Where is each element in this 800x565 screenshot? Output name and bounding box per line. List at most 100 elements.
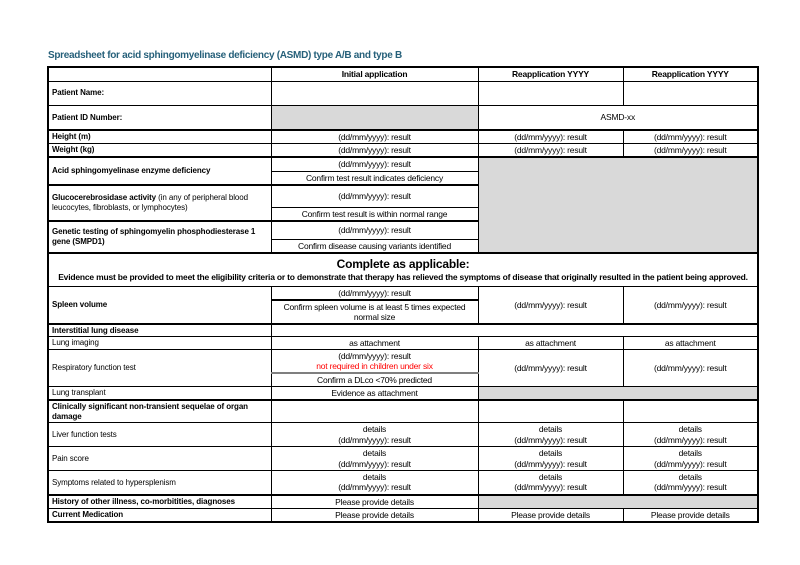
respiratory-label: Respiratory function test [47,349,272,388]
pain-initial-details: details [362,448,387,459]
hypersplenism-label: Symptoms related to hypersplenism [47,470,272,495]
patient-name-label: Patient Name: [47,80,272,106]
glucocerebrosidase-confirm-cell: Confirm test result is within normal ran… [270,206,479,222]
patient-name-reapp1-cell [477,80,624,106]
pain-reapp1-cell: details (dd/mm/yyyy): result [477,446,624,471]
header-row: Initial application Reapplication YYYY R… [47,66,759,82]
respiratory-confirm-cell: Confirm a DLco <70% predicted [270,372,479,388]
row-medication: Current Medication Please provide detail… [47,507,759,523]
header-empty-cell [47,66,272,82]
pain-label: Pain score [47,446,272,471]
spleen-confirm-cell: Confirm spleen volume is at least 5 time… [270,298,479,325]
medication-initial-cell: Please provide details [270,507,479,523]
page-title: Spreadsheet for acid sphingomyelinase de… [48,50,402,61]
liver-reapp1-details: details [538,424,563,435]
row-lung-transplant: Lung transplant Evidence as attachment [47,386,759,401]
pain-reapp1-details: details [538,448,563,459]
row-respiratory-date: Respiratory function test (dd/mm/yyyy): … [47,349,759,388]
interstitial-empty-cell [270,322,759,338]
patient-name-initial-cell [270,80,479,106]
row-height: Height (m) (dd/mm/yyyy): result (dd/mm/y… [47,129,759,144]
respiratory-reapp2-cell: (dd/mm/yyyy): result [622,349,759,388]
medication-label: Current Medication [47,507,272,523]
sequelae-initial-cell [270,399,479,424]
lung-transplant-reapp-shaded-cell [477,386,759,401]
pain-reapp2-cell: details (dd/mm/yyyy): result [622,446,759,471]
lung-imaging-label: Lung imaging [47,336,272,351]
hypersplenism-reapp1-cell: details (dd/mm/yyyy): result [477,470,624,495]
hypersplenism-reapp2-details: details [678,472,702,483]
respiratory-warning-text: not required in children under six [316,361,433,372]
asmd-spreadsheet-table: Initial application Reapplication YYYY R… [47,66,759,523]
row-interstitial: Interstitial lung disease [47,322,759,338]
row-glucocerebrosidase-date: Glucocerebrosidase activity (in any of p… [47,184,758,222]
complete-section-heading: Complete as applicable: [336,257,470,272]
liver-reapp1-date: (dd/mm/yyyy): result [514,434,587,445]
row-asmd-enzyme-date: Acid sphingomyelinase enzyme deficiency … [47,156,759,254]
complete-section-cell: Complete as applicable: Evidence must be… [47,252,759,287]
liver-initial-details: details [362,424,387,435]
glucocerebrosidase-date-cell: (dd/mm/yyyy): result [270,184,479,208]
weight-label: Weight (kg) [47,143,272,158]
hypersplenism-initial-date: (dd/mm/yyyy): result [338,482,411,493]
liver-initial-date: (dd/mm/yyyy): result [338,434,411,445]
hypersplenism-reapp1-details: details [538,472,563,483]
pain-initial-date: (dd/mm/yyyy): result [338,458,411,469]
medication-reapp1-cell: Please provide details [477,507,624,523]
patient-id-initial-cell [270,104,479,131]
hypersplenism-initial-cell: details (dd/mm/yyyy): result [270,470,479,495]
patient-id-label: Patient ID Number: [47,104,272,131]
row-liver: Liver function tests details (dd/mm/yyyy… [47,422,759,447]
patient-id-value-cell: ASMD-xx [477,104,759,131]
respiratory-reapp1-cell: (dd/mm/yyyy): result [477,349,624,388]
history-reapp-shaded-cell [477,493,759,509]
lung-transplant-label: Lung transplant [47,386,272,401]
height-reapp1-cell: (dd/mm/yyyy): result [477,129,624,144]
pain-initial-cell: details (dd/mm/yyyy): result [270,446,479,471]
weight-reapp1-cell: (dd/mm/yyyy): result [477,143,624,158]
glucocerebrosidase-label-note: (in any of peripheral blood leucocytes, … [52,193,248,212]
header-reapplication-2: Reapplication YYYY [622,66,759,82]
row-spleen-confirm: Confirm spleen volume is at least 5 time… [48,298,758,325]
complete-section-note: Evidence must be provided to meet the el… [58,271,748,282]
respiratory-date-result: (dd/mm/yyyy): result [338,351,411,362]
spleen-reapp2-cell: (dd/mm/yyyy): result [622,285,759,325]
lung-imaging-reapp2-cell: as attachment [622,336,759,351]
row-patient-id: Patient ID Number: ASMD-xx [47,104,759,131]
height-initial-cell: (dd/mm/yyyy): result [270,129,479,144]
hypersplenism-initial-details: details [362,472,387,483]
weight-reapp2-cell: (dd/mm/yyyy): result [622,143,759,158]
sequelae-label: Clinically significant non-transient seq… [47,399,272,424]
pain-reapp2-details: details [678,448,702,459]
lung-imaging-initial-cell: as attachment [270,336,479,351]
history-initial-cell: Please provide details [270,493,479,509]
medication-reapp2-cell: Please provide details [622,507,759,523]
row-patient-name: Patient Name: [47,80,759,106]
liver-reapp1-cell: details (dd/mm/yyyy): result [477,422,624,447]
hypersplenism-reapp1-date: (dd/mm/yyyy): result [514,482,587,493]
row-weight: Weight (kg) (dd/mm/yyyy): result (dd/mm/… [47,143,759,158]
glucocerebrosidase-label: Glucocerebrosidase activity (in any of p… [47,184,272,222]
lung-imaging-reapp1-cell: as attachment [477,336,624,351]
spleen-reapp1-cell: (dd/mm/yyyy): result [477,285,624,325]
row-complete-section: Complete as applicable: Evidence must be… [47,252,759,287]
liver-label: Liver function tests [47,422,272,447]
glucocerebrosidase-label-main: Glucocerebrosidase activity [52,193,157,203]
lung-transplant-initial-cell: Evidence as attachment [270,386,479,401]
pain-reapp2-date: (dd/mm/yyyy): result [653,458,727,469]
asmd-enzyme-date-cell: (dd/mm/yyyy): result [270,156,479,172]
weight-initial-cell: (dd/mm/yyyy): result [270,143,479,158]
genetic-testing-confirm-cell: Confirm disease causing variants identif… [270,239,479,254]
asmd-enzyme-label: Acid sphingomyelinase enzyme deficiency [47,156,272,186]
liver-reapp2-date: (dd/mm/yyyy): result [653,434,727,445]
row-pain: Pain score details (dd/mm/yyyy): result … [47,446,759,471]
hypersplenism-reapp2-cell: details (dd/mm/yyyy): result [622,470,759,495]
header-initial-application: Initial application [270,66,479,82]
genetic-testing-label: Genetic testing of sphingomyelin phospho… [47,219,272,254]
patient-name-reapp2-cell [622,80,759,106]
liver-initial-cell: details (dd/mm/yyyy): result [270,422,479,447]
height-reapp2-cell: (dd/mm/yyyy): result [622,129,759,144]
history-label: History of other illness, co-morbitities… [47,493,272,509]
sequelae-reapp1-cell [477,399,624,424]
